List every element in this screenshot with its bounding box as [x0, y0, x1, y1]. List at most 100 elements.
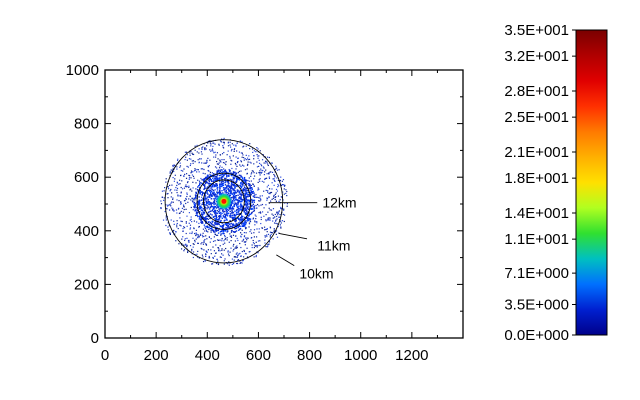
- scatter-point: [203, 168, 205, 171]
- scatter-point: [255, 256, 257, 258]
- scatter-point: [209, 194, 211, 196]
- scatter-point: [263, 167, 265, 169]
- scatter-point: [224, 173, 227, 175]
- scatter-point: [239, 191, 241, 193]
- scatter-point: [271, 188, 273, 190]
- scatter-point: [247, 183, 250, 185]
- scatter-point: [203, 192, 206, 194]
- scatter-point: [259, 198, 262, 200]
- scatter-point: [243, 145, 245, 147]
- scatter-point: [255, 245, 257, 247]
- scatter-point: [234, 181, 236, 184]
- scatter-point: [234, 240, 237, 242]
- scatter-point: [170, 219, 172, 221]
- scatter-point: [208, 180, 211, 183]
- scatter-point: [247, 207, 249, 209]
- scatter-point: [259, 180, 261, 183]
- scatter-point: [192, 153, 194, 155]
- scatter-point: [225, 185, 228, 187]
- scatter-point: [243, 186, 246, 189]
- scatter-point: [273, 175, 276, 177]
- scatter-point: [202, 192, 205, 194]
- scatter-point: [241, 181, 244, 183]
- scatter-point: [218, 192, 221, 195]
- scatter-point: [273, 228, 275, 230]
- scatter-point: [238, 213, 240, 215]
- scatter-point: [194, 203, 196, 206]
- scatter-point: [236, 217, 239, 219]
- scatter-point: [243, 222, 245, 224]
- scatter-point: [236, 191, 239, 193]
- scatter-point: [215, 262, 218, 265]
- scatter-point: [204, 148, 206, 150]
- scatter-point: [241, 191, 243, 194]
- scatter-point: [205, 202, 208, 205]
- scatter-point: [251, 201, 253, 204]
- scatter-point: [194, 253, 196, 256]
- scatter-point: [280, 196, 282, 198]
- scatter-point: [253, 150, 255, 152]
- scatter-point: [216, 212, 218, 214]
- scatter-point: [268, 207, 270, 209]
- scatter-point: [235, 202, 237, 204]
- scatter-point: [188, 174, 190, 177]
- scatter-point: [248, 223, 251, 225]
- scatter-point: [281, 180, 283, 182]
- scatter-point: [238, 179, 241, 181]
- scatter-point: [209, 189, 212, 192]
- scatter-point: [253, 192, 255, 194]
- scatter-point: [227, 142, 229, 144]
- scatter-point: [246, 168, 248, 170]
- scatter-point: [230, 188, 232, 190]
- scatter-point: [262, 169, 264, 172]
- scatter-point: [229, 251, 231, 253]
- scatter-point: [254, 221, 256, 223]
- scatter-point: [229, 169, 231, 172]
- scatter-point: [230, 187, 232, 189]
- scatter-point: [243, 176, 246, 179]
- scatter-point: [250, 189, 252, 191]
- scatter-point: [286, 190, 288, 193]
- scatter-point: [245, 227, 248, 229]
- scatter-point: [200, 222, 203, 224]
- scatter-point: [227, 141, 230, 143]
- scatter-point: [189, 152, 191, 154]
- scatter-point: [186, 192, 188, 194]
- scatter-point: [273, 184, 275, 186]
- scatter-point: [260, 168, 262, 170]
- scatter-point: [268, 241, 271, 243]
- scatter-point: [194, 145, 196, 147]
- scatter-point: [176, 184, 178, 187]
- scatter-point: [197, 200, 199, 203]
- scatter-point: [211, 188, 213, 191]
- scatter-point: [248, 184, 250, 187]
- scatter-point: [230, 184, 233, 186]
- scatter-point: [210, 174, 213, 177]
- scatter-point: [267, 218, 269, 220]
- scatter-point: [224, 191, 226, 193]
- scatter-point: [208, 195, 210, 197]
- scatter-point: [233, 213, 236, 216]
- scatter-point: [165, 224, 167, 227]
- scatter-point: [255, 204, 257, 207]
- scatter-point: [205, 162, 207, 164]
- scatter-point: [260, 165, 263, 167]
- scatter-point: [170, 202, 172, 204]
- scatter-point: [198, 192, 201, 194]
- scatter-point: [183, 250, 185, 252]
- scatter-point: [219, 220, 222, 223]
- scatter-point: [238, 229, 240, 231]
- scatter-point: [266, 161, 268, 163]
- density-core: [215, 192, 233, 210]
- scatter-point: [247, 161, 249, 163]
- scatter-point: [206, 181, 208, 184]
- scatter-point: [271, 232, 274, 234]
- scatter-point: [248, 177, 250, 179]
- scatter-point: [263, 173, 266, 176]
- scatter-point: [208, 201, 211, 203]
- scatter-point: [260, 222, 262, 225]
- scatter-point: [245, 190, 247, 193]
- scatter-point: [223, 249, 225, 251]
- scatter-point: [235, 213, 238, 215]
- scatter-point: [249, 218, 252, 220]
